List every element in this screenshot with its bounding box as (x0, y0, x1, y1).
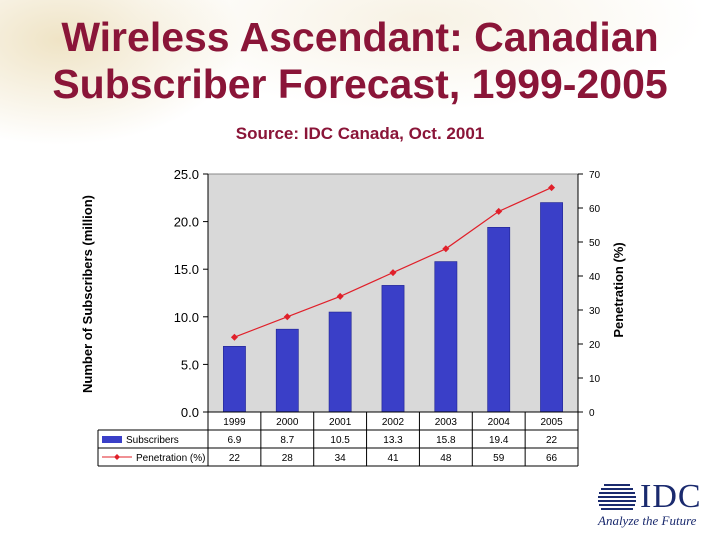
data-label-penetration: 59 (493, 453, 505, 464)
point-penetration (548, 184, 556, 192)
data-label-penetration: 34 (335, 453, 347, 464)
data-label-penetration: 22 (229, 453, 241, 464)
logo-tagline: Analyze the Future (598, 513, 697, 528)
y-tick-label-left: 25.0 (174, 167, 199, 182)
x-tick-label: 2001 (329, 417, 352, 428)
point-penetration (442, 245, 450, 253)
x-tick-label: 2002 (382, 417, 405, 428)
bar-subscribers (381, 285, 405, 413)
slide-subtitle: Source: IDC Canada, Oct. 2001 (235, 124, 485, 143)
y-tick-label-right: 0 (589, 408, 595, 419)
bar-subscribers (434, 261, 458, 413)
slide-title: Wireless Ascendant: Canadian Subscriber … (0, 14, 720, 108)
bar-subscribers (223, 346, 246, 413)
y-tick-label-right: 40 (589, 272, 601, 283)
background-glow (0, 0, 720, 190)
point-penetration (230, 333, 238, 341)
y-axis-title-left: Number of Subscribers (million) (80, 195, 95, 393)
bar-subscribers (328, 311, 352, 413)
y-tick-label-right: 50 (589, 238, 601, 249)
title-line-1: Wireless Ascendant: Canadian (61, 14, 659, 60)
y-tick-label-right: 10 (589, 374, 601, 385)
point-penetration (389, 269, 397, 277)
x-tick-label: 2004 (488, 417, 511, 428)
title-line-2: Subscriber Forecast, 1999-2005 (52, 61, 668, 107)
x-tick-label: 2000 (276, 417, 299, 428)
x-tick-label: 2003 (435, 417, 458, 428)
y-tick-label-right: 30 (589, 306, 601, 317)
y-axis-title-right: Penetration (%) (611, 242, 626, 337)
y-tick-label-left: 20.0 (174, 215, 199, 230)
data-label-subscribers: 8.7 (280, 435, 294, 446)
y-tick-label-left: 15.0 (174, 262, 199, 277)
data-label-subscribers: 13.3 (383, 435, 403, 446)
y-tick-label-left: 5.0 (181, 357, 199, 372)
legend-label-subscribers: Subscribers (126, 435, 179, 446)
idc-globe-logo-icon (598, 484, 636, 510)
data-label-penetration: 48 (440, 453, 452, 464)
y-tick-label-left: 0.0 (181, 405, 199, 420)
data-label-subscribers: 15.8 (436, 435, 456, 446)
y-tick-label-left: 10.0 (174, 310, 199, 325)
legend-label-penetration: Penetration (%) (136, 453, 205, 464)
data-label-penetration: 41 (387, 453, 399, 464)
logo-wordmark: IDC (640, 478, 702, 515)
data-label-subscribers: 22 (546, 435, 558, 446)
point-penetration (283, 313, 291, 321)
point-penetration (336, 292, 344, 300)
point-penetration (495, 207, 503, 215)
bar-subscribers (487, 227, 511, 413)
legend-key-subscribers (102, 436, 122, 443)
data-label-penetration: 28 (282, 453, 294, 464)
data-label-subscribers: 19.4 (489, 435, 509, 446)
legend-marker-penetration (114, 454, 120, 460)
x-tick-label: 1999 (223, 417, 246, 428)
data-label-penetration: 66 (546, 453, 558, 464)
bar-subscribers (540, 202, 563, 413)
y-tick-label-right: 70 (589, 170, 601, 181)
data-label-subscribers: 6.9 (227, 435, 241, 446)
x-tick-label: 2005 (540, 417, 563, 428)
y-tick-label-right: 20 (589, 340, 601, 351)
y-tick-label-right: 60 (589, 204, 601, 215)
data-label-subscribers: 10.5 (330, 435, 350, 446)
bar-subscribers (275, 328, 299, 413)
